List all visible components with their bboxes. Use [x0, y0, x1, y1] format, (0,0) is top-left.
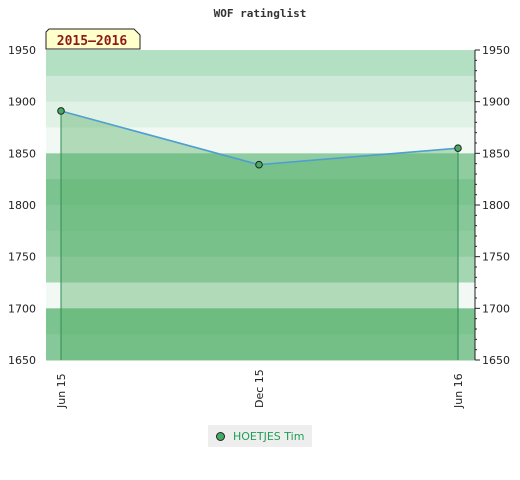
y-tick-label-left: 1650 — [8, 354, 36, 367]
data-point — [455, 145, 462, 152]
y-axis-right: 1650 1700 1750 1800 1850 1900 1950 — [475, 44, 510, 367]
y-tick-label-right: 1650 — [482, 354, 510, 367]
y-axis-left: 1650 1700 1750 1800 1850 1900 1950 — [8, 44, 36, 367]
x-tick-label: Jun 16 — [452, 373, 465, 409]
y-tick-label-left: 1850 — [8, 147, 36, 160]
y-tick-label-left: 1750 — [8, 251, 36, 264]
x-axis: Jun 15 Dec 15 Jun 16 — [55, 369, 465, 409]
season-badge[interactable]: 2015–2016 — [46, 29, 140, 49]
y-tick-label-right: 1850 — [482, 147, 510, 160]
legend-marker-icon — [216, 432, 225, 441]
y-tick-label-right: 1750 — [482, 251, 510, 264]
legend-label: HOETJES Tim — [233, 430, 304, 443]
x-tick-label: Jun 15 — [55, 373, 68, 409]
y-tick-label-right: 1800 — [482, 199, 510, 212]
grid-band — [46, 50, 475, 76]
legend[interactable]: HOETJES Tim — [208, 425, 312, 447]
y-tick-label-right: 1950 — [482, 44, 510, 57]
chart-title: WOF ratinglist — [214, 7, 307, 20]
y-tick-label-left: 1950 — [8, 44, 36, 57]
x-tick-label: Dec 15 — [253, 369, 266, 408]
data-point — [256, 161, 263, 168]
data-point — [58, 108, 65, 115]
y-tick-label-right: 1900 — [482, 96, 510, 109]
y-tick-label-right: 1700 — [482, 302, 510, 315]
y-tick-label-left: 1700 — [8, 302, 36, 315]
y-tick-label-left: 1800 — [8, 199, 36, 212]
grid-band — [46, 76, 475, 102]
season-label: 2015–2016 — [57, 34, 128, 49]
y-tick-label-left: 1900 — [8, 96, 36, 109]
